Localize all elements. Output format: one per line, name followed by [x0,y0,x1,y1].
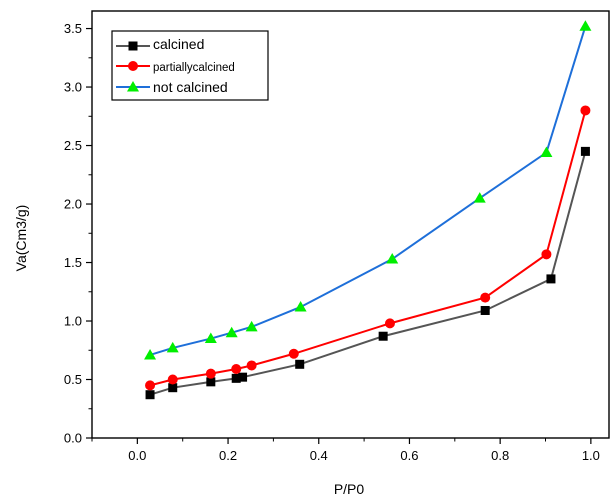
data-point [231,373,241,383]
data-point [580,105,591,116]
data-point [546,274,556,284]
data-point [145,390,155,400]
ticks-layer: 0.0 0.2 0.4 0.6 0.8 1.0 0.0 0.5 1.0 1.5 2.0 2.5 3.0 3… [64,21,600,463]
legend-marker [127,81,139,92]
x-tick-label: 0.8 [491,448,509,463]
legend-label-partially-calcined: partiallycalcined [153,62,235,74]
data-point [206,377,216,387]
data-point [231,363,242,374]
series-1 [145,146,590,400]
series-layer [144,20,592,400]
data-point [167,374,178,385]
data-point [480,292,491,303]
series-3 [144,20,592,360]
y-tick-label: 3.5 [64,21,82,36]
legend-marker [128,41,138,51]
data-point [295,359,305,369]
data-point [294,300,307,312]
data-point [238,372,248,382]
y-tick-label: 0.0 [64,431,82,446]
y-tick-label: 1.0 [64,314,82,329]
series-line [149,25,587,356]
x-tick-label: 0.6 [400,448,418,463]
data-point [580,146,590,156]
data-point [245,320,258,332]
data-point [246,360,257,371]
data-point [145,380,156,391]
x-tick-label: 0.4 [310,448,328,463]
data-point [541,249,552,260]
data-point [473,192,486,203]
data-point [168,383,178,393]
data-point [540,146,553,158]
plot-border [91,10,610,439]
data-point [384,318,395,329]
data-point [386,253,399,264]
series-2 [145,105,591,391]
x-tick-label: 0.0 [128,448,146,463]
legend-label-calcined: calcined [153,36,204,52]
legend: calcined partiallycalcined not calcined [111,30,269,101]
data-point [225,326,238,338]
y-tick-label: 1.5 [64,255,82,270]
x-tick-label: 1.0 [582,448,600,463]
y-axis-title: Va(Cm3/g) [13,205,29,272]
series-line [149,151,587,396]
data-point [205,368,216,379]
data-point [166,341,179,353]
legend-label-not-calcined: not calcined [153,79,228,95]
x-tick-label: 0.2 [219,448,237,463]
plot-frame [91,10,610,439]
legend-items [116,41,150,92]
series-line [149,110,587,387]
data-point [204,332,217,344]
data-point [288,348,299,359]
data-point [378,331,388,341]
x-axis-title: P/P0 [334,481,365,497]
data-point [144,348,157,360]
y-tick-label: 2.0 [64,197,82,212]
data-point [579,20,592,31]
y-tick-label: 0.5 [64,372,82,387]
y-tick-label: 3.0 [64,80,82,95]
data-point [480,305,490,315]
legend-marker [128,61,138,71]
y-tick-label: 2.5 [64,138,82,153]
